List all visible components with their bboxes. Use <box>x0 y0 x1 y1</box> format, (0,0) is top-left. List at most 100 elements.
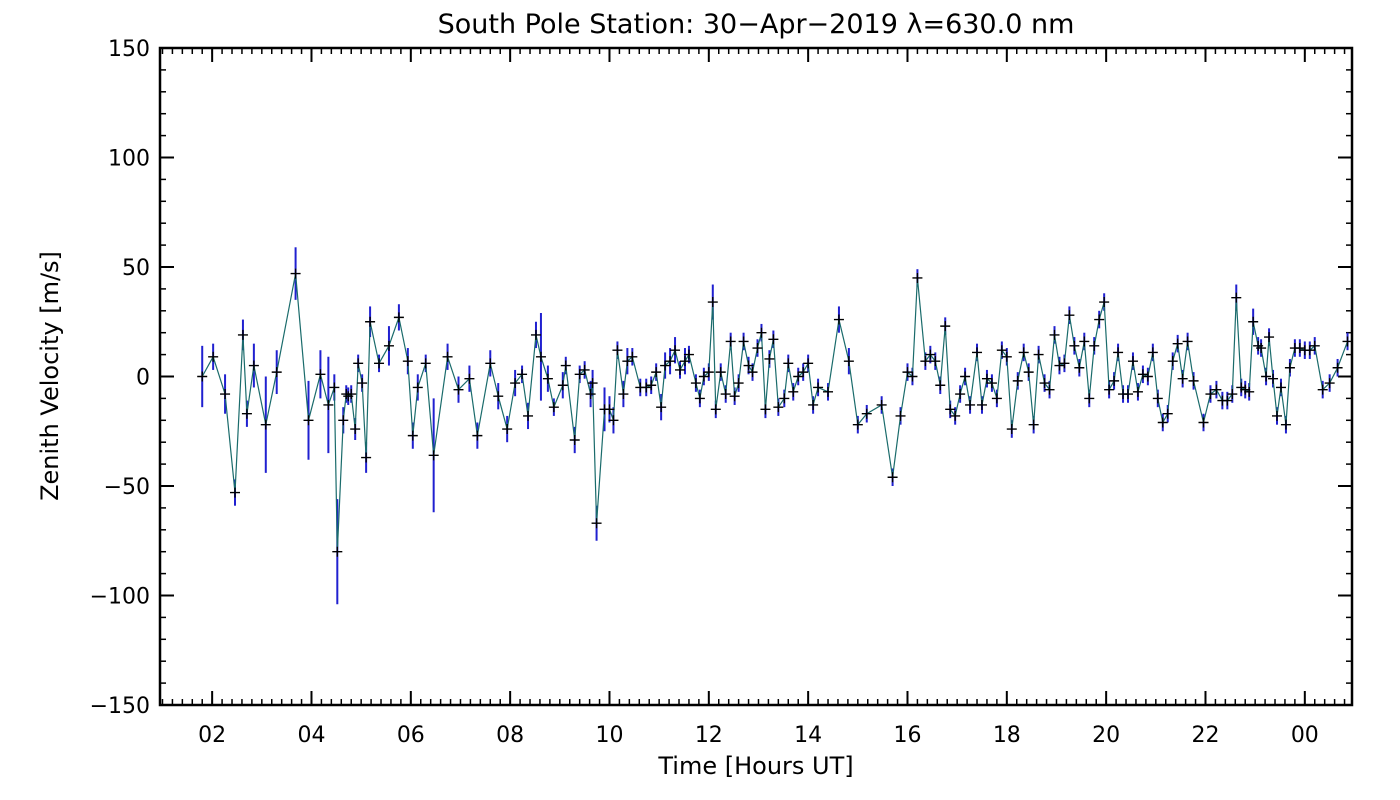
plot-area: 02 04 06 08 10 12 14 16 18 20 22 00 150 100 50 0 −50 −100… <box>90 37 1354 748</box>
data-point <box>361 452 372 463</box>
data-point <box>1152 393 1163 404</box>
data-point <box>587 378 598 389</box>
data-point <box>646 380 657 391</box>
data-point <box>1074 362 1085 373</box>
data-point <box>1028 419 1039 430</box>
data-point <box>1033 349 1044 360</box>
data-point <box>833 314 844 325</box>
data-point <box>733 378 744 389</box>
data-point <box>574 369 585 380</box>
data-point <box>1064 310 1075 321</box>
data-point <box>1231 292 1242 303</box>
data-point <box>768 334 779 345</box>
data-point <box>1113 347 1124 358</box>
data-point <box>530 329 541 340</box>
data-point <box>1177 373 1188 384</box>
data-point <box>1059 358 1070 369</box>
data-point <box>329 382 340 393</box>
y-tick-label: 0 <box>136 366 150 391</box>
data-point <box>420 358 431 369</box>
data-point <box>930 356 941 367</box>
data-point <box>1272 410 1282 421</box>
data-point <box>698 371 709 382</box>
data-point <box>260 419 271 430</box>
data-point <box>412 382 423 393</box>
data-point <box>407 430 418 441</box>
data-point <box>803 358 814 369</box>
data-point <box>1284 362 1295 373</box>
x-tick-label: 06 <box>397 723 425 748</box>
data-point <box>315 369 326 380</box>
data-point <box>773 402 784 413</box>
data-point <box>756 327 767 338</box>
data-point <box>353 358 364 369</box>
data-point <box>1198 417 1209 428</box>
x-tick-label: 16 <box>893 723 921 748</box>
data-point <box>1018 347 1029 358</box>
x-tick-label: 00 <box>1291 723 1319 748</box>
data-point <box>965 399 976 410</box>
data-point <box>618 389 629 400</box>
data-point <box>720 389 731 400</box>
data-point <box>1094 314 1105 325</box>
data-point <box>1142 371 1153 382</box>
data-point <box>442 351 453 362</box>
data-point <box>1001 351 1012 362</box>
data-point <box>383 340 394 351</box>
data-point <box>1104 384 1115 395</box>
data-point <box>823 386 834 397</box>
data-point <box>991 393 1002 404</box>
data-point <box>729 391 740 402</box>
data-point <box>808 399 819 410</box>
data-point <box>1182 336 1193 347</box>
data-point <box>912 272 923 283</box>
data-point <box>365 316 376 327</box>
data-point <box>876 399 887 410</box>
data-point <box>1132 386 1143 397</box>
data-point <box>641 382 652 393</box>
data-point <box>925 349 936 360</box>
data-point <box>535 351 546 362</box>
data-point <box>996 345 1007 356</box>
data-point <box>1054 360 1065 371</box>
data-point <box>453 384 464 395</box>
data-point <box>1137 369 1148 380</box>
data-point <box>950 410 961 421</box>
y-axis-label: Zenith Velocity [m/s] <box>36 251 64 501</box>
data-point <box>747 367 758 378</box>
data-point <box>1244 386 1255 397</box>
data-point <box>783 358 794 369</box>
data-point <box>229 487 240 498</box>
data-point <box>715 367 726 378</box>
data-point <box>1324 378 1335 389</box>
data-point <box>1012 375 1023 386</box>
data-point <box>1099 297 1110 308</box>
data-point <box>271 367 282 378</box>
data-point <box>393 312 404 323</box>
data-point <box>208 351 219 362</box>
data-point <box>1089 340 1100 351</box>
data-point <box>493 391 504 402</box>
x-tick-label: 10 <box>595 723 623 748</box>
data-point <box>694 393 705 404</box>
data-point <box>887 472 898 483</box>
data-point <box>945 404 956 415</box>
data-point <box>976 399 987 410</box>
data-point <box>323 399 334 410</box>
data-point <box>332 546 343 557</box>
data-point <box>1261 371 1272 382</box>
data-point <box>502 424 513 435</box>
data-point <box>197 371 208 382</box>
data-point <box>464 373 475 384</box>
y-tick-label: −100 <box>90 585 150 610</box>
data-point <box>402 356 413 367</box>
data-point <box>1006 424 1017 435</box>
data-point <box>981 373 992 384</box>
data-point <box>1172 338 1183 349</box>
data-point <box>920 356 931 367</box>
data-point <box>738 336 749 347</box>
data-point <box>569 435 580 446</box>
data-point <box>1079 336 1090 347</box>
y-tick-label: −150 <box>90 694 150 719</box>
